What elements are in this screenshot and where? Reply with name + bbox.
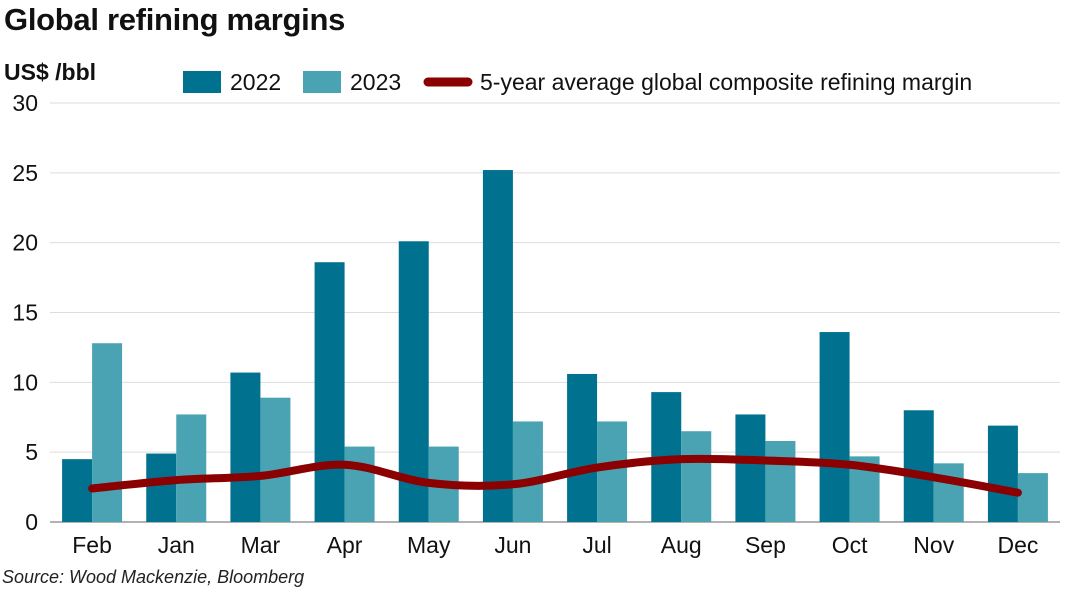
average-margin-line — [88, 454, 1022, 497]
bar-2022-Feb — [62, 459, 93, 522]
gridlines — [50, 102, 1060, 523]
x-tick-label: Jan — [158, 532, 195, 558]
x-tick-label: Jun — [494, 532, 531, 558]
y-tick-label: 30 — [12, 90, 38, 116]
bar-2022-Mar — [230, 372, 261, 522]
legend-label: 2022 — [230, 69, 281, 95]
x-tick-label: Oct — [832, 532, 868, 558]
x-tick-label: Aug — [661, 532, 702, 558]
bar-2022-Nov — [903, 410, 934, 522]
y-tick-label: 0 — [25, 509, 38, 535]
x-tick-label: Dec — [997, 532, 1038, 558]
legend-label: 5-year average global composite refining… — [480, 69, 972, 95]
bar-2023-Aug — [681, 431, 712, 522]
x-tick-label: Mar — [241, 532, 281, 558]
y-axis-label: US$ /bbl — [4, 59, 96, 85]
bar-2023-Dec — [1017, 473, 1048, 522]
bar-2022-Jul — [567, 373, 598, 522]
bar-2023-Apr — [344, 446, 375, 522]
bar-2023-Feb — [92, 343, 123, 522]
x-tick-label: Feb — [72, 532, 112, 558]
x-tick-label: Nov — [913, 532, 954, 558]
bar-2023-Jan — [176, 414, 207, 522]
bar-2023-Jun — [512, 421, 543, 522]
y-tick-label: 25 — [12, 160, 38, 186]
bar-2022-Apr — [314, 262, 345, 522]
y-tick-label: 15 — [12, 300, 38, 326]
x-tick-label: Sep — [745, 532, 786, 558]
bar-2022-Dec — [987, 425, 1018, 522]
bar-2023-Nov — [933, 463, 964, 522]
bar-2022-Jun — [482, 170, 513, 523]
source-note: Source: Wood Mackenzie, Bloomberg — [2, 567, 304, 587]
average-line-layer — [88, 454, 1022, 497]
legend-label: 2023 — [350, 69, 401, 95]
y-tick-label: 10 — [12, 369, 38, 395]
x-tick-label: Jul — [582, 532, 611, 558]
legend-swatch-2022 — [183, 71, 221, 93]
bar-2022-Sep — [735, 414, 766, 522]
bar-2023-Jul — [597, 421, 628, 522]
x-tick-label: Apr — [327, 532, 363, 558]
bar-2022-Oct — [819, 332, 850, 522]
y-axis-ticks: 0 5 10 15 20 25 30 — [12, 90, 38, 535]
y-tick-label: 5 — [25, 439, 38, 465]
x-axis-ticks: Feb Jan Mar Apr May Jun Jul Aug Sep Oct Nov Dec — [72, 532, 1038, 558]
legend-swatch-2023 — [303, 71, 341, 93]
bar-2023-Mar — [260, 397, 291, 522]
bar-2023-Sep — [765, 440, 796, 522]
bars — [62, 170, 1048, 523]
legend: 2022 2023 5-year average global composite … — [183, 69, 972, 95]
y-tick-label: 20 — [12, 230, 38, 256]
chart-title: Global refining margins — [4, 2, 346, 37]
bar-2022-Jan — [146, 453, 177, 522]
x-tick-label: May — [407, 532, 451, 558]
